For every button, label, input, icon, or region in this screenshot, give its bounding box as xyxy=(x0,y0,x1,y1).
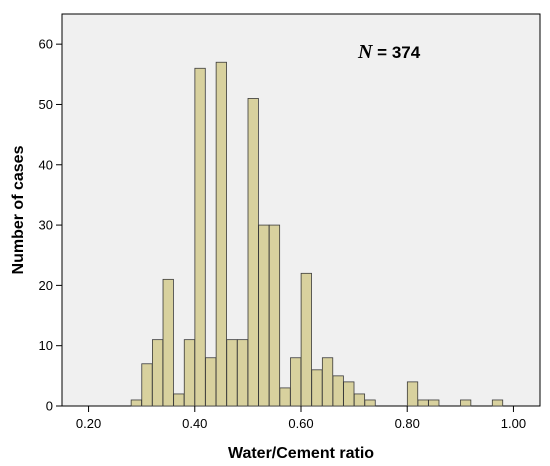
x-tick-label: 0.20 xyxy=(76,416,101,431)
histogram-bar xyxy=(417,399,429,407)
histogram-bar xyxy=(332,375,344,407)
histogram-bar xyxy=(428,399,440,407)
histogram-bar xyxy=(205,357,217,407)
histogram-bar xyxy=(311,369,323,407)
histogram-bar xyxy=(364,399,376,407)
y-tick-label: 0 xyxy=(46,399,53,414)
y-axis: 0 10 20 30 40 50 60 xyxy=(39,37,62,414)
histogram-bar xyxy=(460,399,472,407)
y-tick-label: 50 xyxy=(39,97,53,112)
histogram-bar xyxy=(215,61,227,407)
histogram-bar xyxy=(300,272,312,407)
sample-size-value: = 374 xyxy=(372,43,420,62)
histogram-bar xyxy=(162,278,174,407)
histogram-bar xyxy=(268,224,281,407)
histogram-bar xyxy=(406,381,419,407)
bars-group xyxy=(130,61,504,407)
histogram-bar xyxy=(226,339,238,407)
histogram-bar xyxy=(321,357,334,407)
y-axis-title: Number of cases xyxy=(10,145,27,274)
histogram-bar xyxy=(247,98,259,407)
x-tick-label: 0.40 xyxy=(182,416,207,431)
x-tick-label: 0.80 xyxy=(395,416,420,431)
x-tick-label: 0.60 xyxy=(288,416,313,431)
y-tick-label: 40 xyxy=(39,157,53,172)
histogram-bar xyxy=(353,393,366,407)
y-tick-label: 10 xyxy=(39,338,53,353)
histogram-bar xyxy=(194,67,206,407)
histogram-bar xyxy=(236,339,249,407)
histogram-bar xyxy=(258,224,270,407)
sample-size-symbol: N xyxy=(357,41,374,63)
y-tick-label: 30 xyxy=(39,218,53,233)
histogram-bar xyxy=(183,339,196,407)
x-axis: 0.20 0.40 0.60 0.80 1.00 xyxy=(76,406,526,431)
histogram-bar xyxy=(151,339,164,407)
y-tick-label: 20 xyxy=(39,278,53,293)
histogram-bar xyxy=(343,381,355,407)
x-axis-title: Water/Cement ratio xyxy=(228,445,374,462)
histogram-bar xyxy=(491,399,504,407)
histogram-bar xyxy=(290,357,302,407)
sample-size-annotation: N = 374 xyxy=(357,41,421,63)
histogram-bar xyxy=(173,393,185,407)
y-tick-label: 60 xyxy=(39,37,53,52)
histogram-bar xyxy=(141,363,153,407)
x-tick-label: 1.00 xyxy=(501,416,526,431)
histogram-bar xyxy=(279,387,291,407)
histogram-bar xyxy=(130,399,142,407)
